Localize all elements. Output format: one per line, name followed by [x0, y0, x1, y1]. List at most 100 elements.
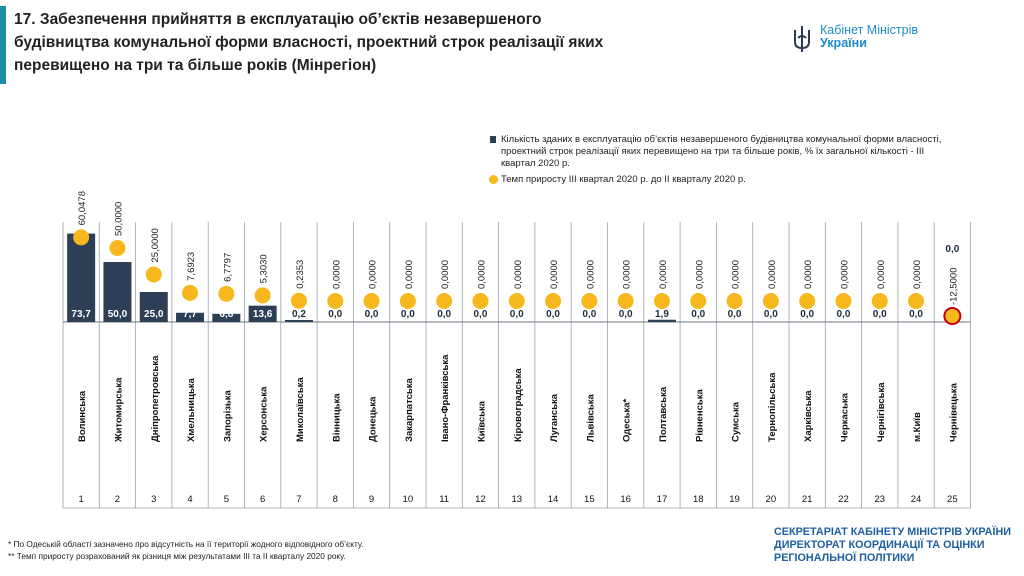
growth-value-label: 0,0000: [839, 260, 850, 289]
category-label: Одеська*: [622, 398, 633, 442]
bar: [67, 233, 96, 322]
category-label: Чернігівська: [876, 382, 887, 442]
trident-icon: [794, 26, 810, 52]
category-label: Харківська: [803, 390, 814, 442]
bar-value-label: 0,2: [292, 309, 306, 320]
growth-value-label: 60,0478: [77, 191, 88, 225]
bar-value-label: 0,0: [691, 309, 705, 320]
rank-label: 10: [403, 494, 414, 505]
bar-value-label: 0,0: [728, 309, 742, 320]
category-label: Рівненська: [694, 389, 705, 442]
growth-value-label: 0,0000: [513, 260, 524, 289]
rank-label: 22: [838, 494, 849, 505]
category-label: Полтавська: [658, 386, 669, 442]
growth-dot: [943, 307, 962, 325]
growth-value-label: 0,0000: [876, 260, 887, 289]
growth-dot: [508, 293, 525, 309]
category-label: Волинська: [77, 390, 88, 442]
growth-value-label: 0,0000: [476, 260, 487, 289]
growth-value-label: 0,0000: [549, 260, 560, 289]
bar-value-label: 0,0: [546, 309, 560, 320]
category-label: Запорізька: [222, 389, 233, 442]
bar-value-label: 0,0: [365, 309, 379, 320]
growth-dot: [145, 266, 162, 283]
legend-item-dots: Темп приросту ІІІ квартал 2020 р. до ІІ …: [489, 174, 959, 186]
bar-value-label: 0,0: [437, 309, 451, 320]
category-label: Черкаська: [839, 392, 850, 442]
growth-dot: [73, 229, 90, 246]
category-label: Дніпропетровська: [150, 355, 161, 442]
growth-value-label: 5,3030: [259, 254, 270, 283]
footnotes: * По Одеській області зазначено про відс…: [8, 538, 363, 562]
growth-dot: [835, 293, 852, 309]
rank-label: 7: [296, 494, 301, 505]
growth-value-label: 0,0000: [440, 260, 451, 289]
legend-item-bars: Кількість зданих в експлуатацію об’єктів…: [489, 134, 959, 170]
cabinet-logo: Кабінет Міністрів України: [792, 24, 952, 54]
growth-value-label: 0,0000: [658, 260, 669, 289]
bar-value-label: 0,0: [873, 309, 887, 320]
secretariat-block: СЕКРЕТАРІАТ КАБІНЕТУ МІНІСТРІВ УКРАЇНИ Д…: [774, 526, 1011, 565]
growth-value-label: 0,0000: [694, 260, 705, 289]
legend-label-bars: Кількість зданих в експлуатацію об’єктів…: [501, 134, 942, 169]
category-label: Івано-Франківська: [440, 354, 451, 442]
growth-dot: [363, 293, 380, 309]
bar: [248, 305, 277, 322]
bar-value-label: 13,6: [253, 309, 273, 320]
rank-label: 23: [874, 494, 885, 505]
rank-label: 15: [584, 494, 595, 505]
rank-label: 13: [511, 494, 522, 505]
bar-value-label: 73,7: [71, 309, 91, 320]
growth-dot: [871, 293, 888, 309]
growth-dot: [182, 284, 199, 301]
bar-value-label: 0,0: [909, 309, 923, 320]
legend-dot-swatch: [489, 175, 498, 184]
bar-value-label: 0,0: [764, 309, 778, 320]
category-label: Хмельницька: [186, 377, 197, 442]
logo-line2: України: [820, 36, 867, 50]
category-label: Вінницька: [331, 393, 342, 442]
rank-label: 24: [911, 494, 922, 505]
rank-label: 20: [766, 494, 777, 505]
bar: [176, 312, 205, 322]
rank-label: 9: [369, 494, 374, 505]
chart-area: 73,7 60,0478 Волинська 15 0,0 5 0,0000 Житомирс…: [62, 191, 971, 509]
category-label: Кіровоградська: [513, 368, 524, 442]
legend-label-dots: Темп приросту ІІІ квартал 2020 р. до ІІ …: [501, 174, 746, 185]
bar-value-label: 0,0: [473, 309, 487, 320]
bar: [212, 313, 241, 322]
rank-label: 12: [475, 494, 486, 505]
growth-value-label: 0,0000: [404, 260, 415, 289]
rank-label: 19: [729, 494, 740, 505]
growth-dot: [653, 293, 670, 309]
category-label: Сумська: [731, 401, 742, 442]
growth-value-label: 0,0000: [622, 260, 633, 289]
growth-value-label: 0,0000: [368, 260, 379, 289]
rank-label: 4: [187, 494, 192, 505]
rank-label: 1: [79, 494, 84, 505]
category-label: Закарпатська: [404, 377, 415, 442]
category-label: Київська: [476, 400, 487, 442]
growth-dot: [254, 287, 271, 304]
category-label: Тернопільська: [767, 372, 778, 442]
category-label: Житомирська: [113, 377, 124, 443]
growth-dot: [290, 292, 307, 309]
bar-value-label: 6,8: [219, 309, 233, 320]
rank-label: 25: [947, 494, 958, 505]
rank-label: 14: [548, 494, 559, 505]
growth-dot: [617, 293, 634, 309]
growth-dot: [762, 293, 779, 309]
title-accent-bar: [0, 6, 6, 84]
growth-value-label: 0,0000: [912, 260, 923, 289]
category-label: Херсонська: [259, 386, 270, 442]
category-label: Чернівецька: [948, 382, 959, 442]
rank-label: 11: [439, 494, 449, 505]
growth-dot: [726, 293, 743, 309]
rank-label: 5: [224, 494, 229, 505]
category-label: Миколаївська: [295, 377, 306, 442]
bar-value-label: 1,9: [655, 309, 669, 320]
chart-legend: Кількість зданих в експлуатацію об’єктів…: [489, 134, 959, 190]
footnote-1: * По Одеській області зазначено про відс…: [8, 539, 364, 549]
growth-dot: [690, 293, 707, 309]
rank-label: 3: [151, 494, 156, 505]
